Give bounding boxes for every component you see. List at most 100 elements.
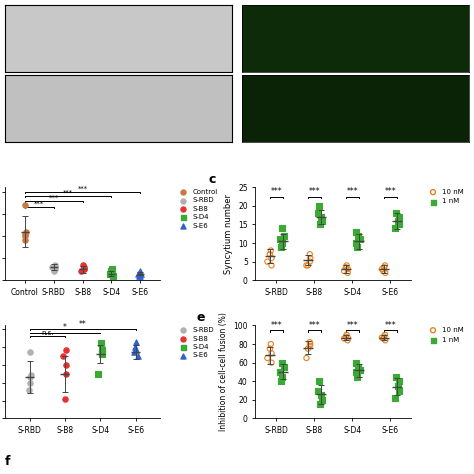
Point [392,373,400,380]
Point [317,401,324,408]
Text: ***: *** [384,187,396,196]
Point [395,213,403,221]
Point [318,396,326,403]
Point [130,348,138,356]
Point [25,386,33,393]
Point [27,372,35,379]
Point [380,333,388,340]
Point [276,236,284,243]
Point [354,243,361,251]
Point [306,338,314,346]
Point [276,368,284,376]
Text: ***: *** [78,185,88,191]
Point [81,263,88,271]
Point [352,368,360,376]
Legend: S-RBD, S-B8, S-D4, S-E6: S-RBD, S-B8, S-D4, S-E6 [176,327,214,358]
Text: ***: *** [271,187,282,196]
Point [267,247,274,255]
Point [378,265,385,273]
Point [266,345,273,353]
Point [278,373,285,380]
Point [315,377,323,385]
Point [108,265,116,273]
Point [26,379,34,386]
Text: ***: *** [384,321,396,330]
Point [302,262,310,269]
Point [353,228,360,236]
Point [107,268,115,275]
Point [97,339,104,347]
Point [136,268,144,275]
Point [131,343,139,351]
Point [108,270,116,277]
Point [342,264,350,271]
Point [356,236,364,243]
Point [307,254,314,262]
Point [315,202,323,210]
Point [382,337,389,344]
Point [63,370,70,377]
Point [394,217,402,225]
Text: c: c [209,173,216,186]
Point [382,269,389,277]
Point [354,373,361,380]
Point [79,261,87,269]
Point [50,268,57,275]
Point [136,272,144,280]
Point [280,364,288,371]
Point [392,224,399,232]
Point [381,331,389,338]
Point [306,250,314,258]
Point [48,263,55,271]
Point [306,258,314,265]
Point [264,258,271,265]
Point [106,270,114,277]
Point [98,350,106,358]
Point [380,264,388,271]
Point [135,270,142,277]
Point [51,261,59,269]
Point [317,221,324,228]
Point [109,272,117,280]
Point [314,210,322,217]
Point [354,364,361,371]
Point [99,348,106,356]
Text: ***: *** [309,321,320,330]
Point [354,232,361,239]
Point [61,395,69,402]
Point [266,250,273,258]
Point [268,359,275,366]
Point [314,387,322,394]
Point [279,224,286,232]
Point [137,270,145,277]
Point [392,210,400,217]
Legend: Control, S-RBD, S-B8, S-D4, S-E6: Control, S-RBD, S-B8, S-D4, S-E6 [176,189,218,228]
Point [340,267,348,275]
Point [344,337,352,344]
Text: ***: *** [63,190,73,196]
Text: ***: *** [271,321,282,330]
Point [344,269,352,277]
Point [267,340,274,348]
Point [277,243,285,251]
Point [133,338,140,346]
Point [94,370,102,377]
Point [306,342,314,350]
Point [51,263,58,271]
Text: ***: *** [49,194,59,200]
Point [392,394,399,402]
Point [395,377,403,385]
Text: f: f [5,455,10,468]
Point [80,265,88,273]
Point [21,237,28,244]
Point [280,232,288,239]
Point [134,352,142,360]
Point [378,334,385,341]
Point [317,213,324,221]
Point [380,267,387,275]
Point [99,346,106,354]
Legend: 10 nM, 1 nM: 10 nM, 1 nM [426,327,464,343]
Point [352,239,360,247]
Point [133,346,140,354]
Point [279,359,286,366]
